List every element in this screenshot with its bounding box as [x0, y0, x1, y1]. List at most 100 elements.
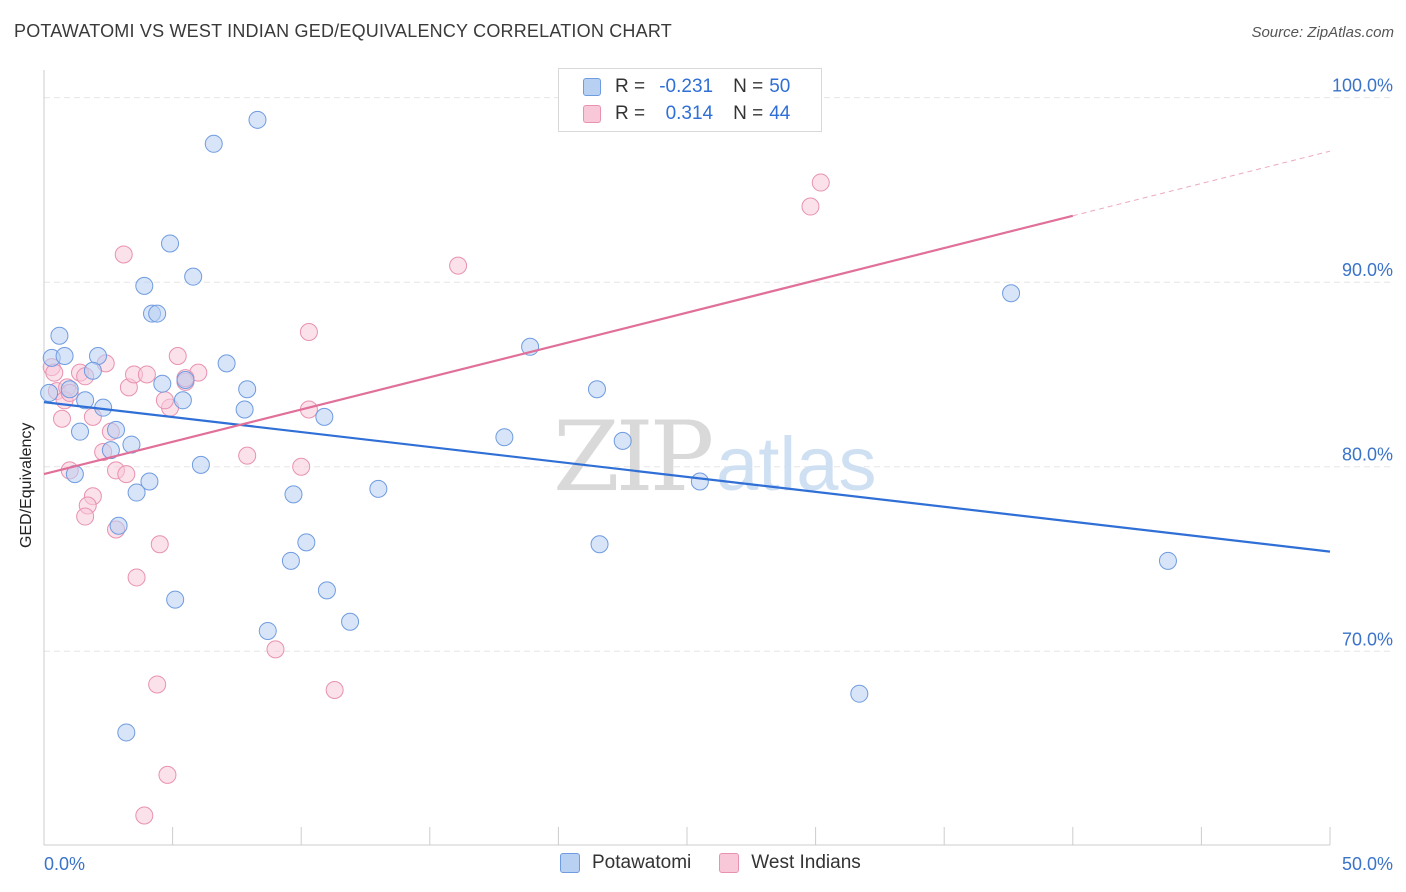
potawatomi-point [297, 533, 316, 552]
potawatomi-point [341, 612, 360, 631]
potawatomi-point [284, 485, 303, 504]
west-indians-point [76, 507, 95, 526]
west-indians-point [135, 806, 154, 825]
potawatomi-point [101, 441, 120, 460]
watermark: ZIP atlas [553, 401, 877, 513]
potawatomi-point [495, 428, 514, 447]
n-value: 44 [769, 103, 791, 124]
west-indians-points [42, 173, 830, 825]
potawatomi-point [258, 621, 277, 640]
potawatomi-point [140, 472, 159, 491]
west-indians-trendline-extension [1072, 150, 1331, 217]
west-indians-point [127, 568, 146, 587]
potawatomi-point [109, 516, 128, 535]
potawatomi-point [83, 361, 102, 380]
west-indians-point [155, 391, 174, 410]
potawatomi-point [850, 684, 869, 703]
potawatomi-legend-label: Potawatomi [592, 852, 692, 873]
potawatomi-point [587, 380, 606, 399]
potawatomi-point [166, 590, 185, 609]
west-indians-point [811, 173, 830, 192]
potawatomi-legend-swatch [560, 853, 580, 873]
potawatomi-point [369, 479, 388, 498]
west-indians-point [299, 323, 318, 342]
r-value: 0.314 [665, 103, 714, 124]
west-indians-point [137, 365, 156, 384]
potawatomi-point [117, 723, 136, 742]
potawatomi-point [235, 400, 254, 419]
west-indians-point [150, 535, 169, 554]
west-indians-point [148, 675, 167, 694]
potawatomi-point [148, 304, 167, 323]
axes [43, 70, 1331, 846]
tick-labels: 70.0% 80.0% 90.0% 100.0% 0.0% 50.0% [44, 76, 1393, 874]
potawatomi-point [217, 354, 236, 373]
n-value: 50 [769, 76, 791, 97]
potawatomi-point [613, 431, 632, 450]
potawatomi-point [153, 374, 172, 393]
potawatomi-point [1158, 551, 1177, 570]
potawatomi-point [60, 380, 79, 399]
west-indians-point [292, 457, 311, 476]
potawatomi-point [238, 380, 257, 399]
west-indians-point [168, 347, 187, 366]
west-indians-point [45, 363, 64, 382]
potawatomi-point [76, 391, 95, 410]
legend-row-west-indians: R = 0.314 N = 44 [583, 101, 799, 127]
r-label: R = [615, 76, 646, 97]
potawatomi-point [317, 581, 336, 600]
y-tick-label: 80.0% [1342, 445, 1393, 465]
potawatomi-point [50, 326, 69, 345]
potawatomi-trendline [43, 401, 1331, 553]
west-indians-point [266, 640, 285, 659]
west-indians-point [801, 197, 820, 216]
potawatomi-swatch [583, 78, 601, 96]
watermark-zip: ZIP [553, 401, 712, 513]
west-indians-point [158, 765, 177, 784]
r-label: R = [615, 103, 646, 124]
potawatomi-point [176, 371, 195, 389]
y-tick-label: 90.0% [1342, 260, 1393, 280]
potawatomi-point [690, 472, 709, 491]
n-label: N = [733, 76, 764, 97]
potawatomi-point [315, 407, 334, 426]
west-indians-point [238, 446, 257, 465]
watermark-atlas: atlas [716, 422, 877, 507]
potawatomi-point [161, 234, 180, 253]
y-tick-label: 70.0% [1342, 629, 1393, 649]
chart-title: POTAWATOMI VS WEST INDIAN GED/EQUIVALENC… [14, 21, 672, 41]
potawatomi-point [135, 276, 154, 295]
west-indians-point [117, 465, 136, 484]
west-indians-point [325, 681, 344, 699]
source-label: Source: ZipAtlas.com [1251, 24, 1394, 41]
potawatomi-point [248, 110, 267, 129]
legend-item-potawatomi[interactable]: Potawatomi [560, 852, 691, 874]
stats-legend: R = -0.231 N = 50 R = 0.314 N = 44 [558, 68, 822, 132]
potawatomi-point [191, 455, 210, 474]
potawatomi-point [1002, 284, 1021, 303]
west-indians-legend-swatch [719, 853, 740, 873]
potawatomi-point [127, 483, 146, 502]
west-indians-trendline [43, 214, 1074, 476]
series-legend: Potawatomi West Indians [560, 852, 889, 874]
west-indians-legend-label: West Indians [751, 852, 861, 873]
x-tick-label: 0.0% [44, 854, 85, 874]
west-indians-swatch [583, 105, 601, 123]
potawatomi-point [590, 535, 609, 554]
potawatomi-point [71, 422, 90, 441]
potawatomi-point [184, 267, 203, 286]
trendlines [43, 150, 1331, 553]
potawatomi-point [55, 347, 74, 366]
west-indians-point [53, 409, 72, 428]
y-tick-label: 100.0% [1332, 76, 1393, 96]
r-value: -0.231 [659, 76, 714, 97]
potawatomi-point [40, 383, 59, 402]
potawatomi-points [40, 110, 1177, 742]
potawatomi-point [107, 420, 126, 439]
legend-item-west-indians[interactable]: West Indians [719, 852, 861, 874]
n-label: N = [733, 103, 764, 124]
potawatomi-point [173, 391, 192, 410]
west-indians-point [449, 256, 468, 275]
potawatomi-point [281, 551, 300, 570]
